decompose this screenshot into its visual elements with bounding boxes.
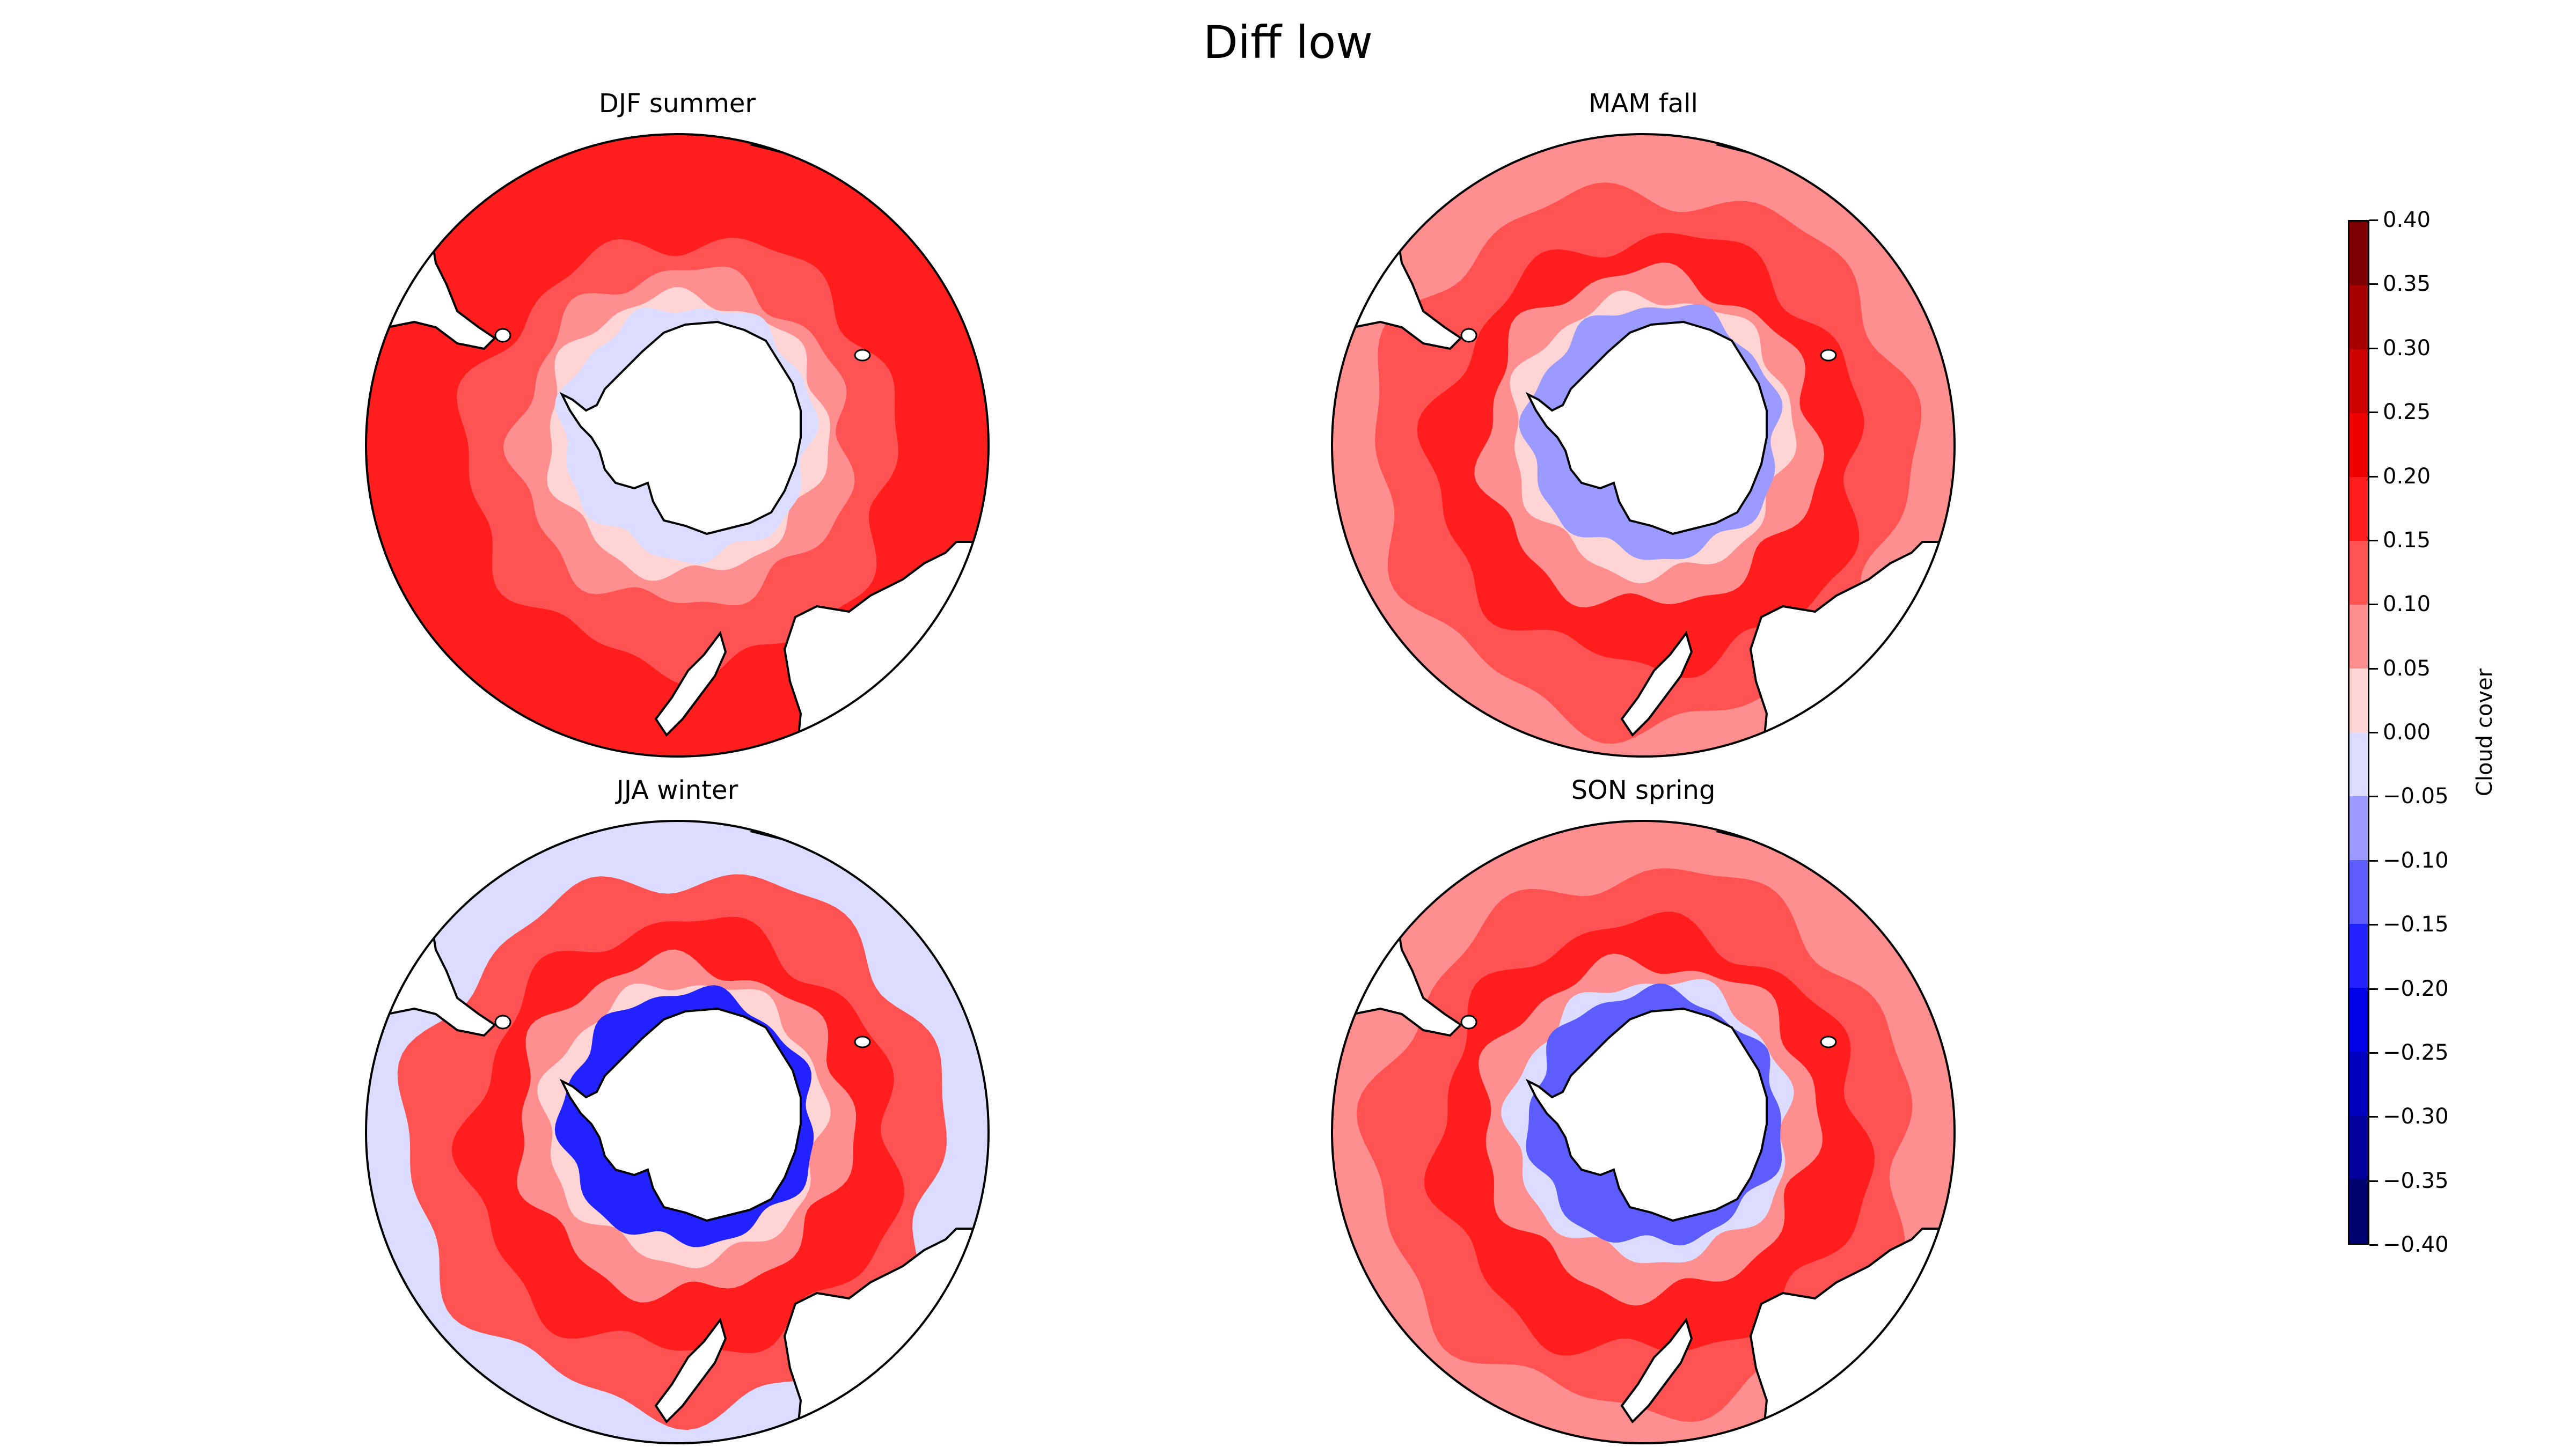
colorbar-tick [2369,412,2378,414]
panel-title-djf: DJF summer [598,89,756,119]
cloud-cover-field [366,821,989,1443]
colorbar-segment [2350,860,2368,924]
colorbar-segment [2350,1179,2368,1244]
colorbar-tick-label: −0.05 [2383,784,2449,809]
colorbar-segment [2350,924,2368,988]
colorbar-tick-label: −0.30 [2383,1104,2449,1129]
map-boundary [1331,133,1956,758]
south-georgia-island [1460,328,1477,343]
south-georgia-island [494,328,511,343]
colorbar-tick-label: 0.30 [2383,335,2431,361]
colorbar-tick-label: −0.20 [2383,976,2449,1001]
colorbar-tick [2369,347,2378,349]
map-djf [365,133,990,758]
map-boundary [365,820,990,1444]
colorbar-segment [2350,413,2368,478]
cloud-cover-field [366,134,989,757]
map-mam [1331,133,1956,758]
colorbar-tick [2369,1052,2378,1054]
new-zealand-coastline [1620,1317,1693,1424]
colorbar-segment [2350,285,2368,350]
colorbar-tick-label: −0.10 [2383,848,2449,873]
new-zealand-coastline [1620,630,1693,737]
colorbar-tick [2369,667,2378,670]
colorbar-tick-label: 0.15 [2383,527,2431,553]
colorbar-tick-label: −0.25 [2383,1040,2449,1065]
colorbar-segment [2350,222,2368,286]
colorbar-tick [2369,732,2378,733]
colorbar-tick [2369,796,2378,798]
map-jja [365,820,990,1444]
colorbar-tick [2369,475,2378,478]
colorbar-tick [2369,1180,2378,1182]
colorbar-label: Cloud cover [2472,668,2497,797]
antarctica-coastline [1525,320,1768,535]
colorbar-tick [2369,539,2378,541]
figure-title: Diff low [1203,16,1373,69]
colorbar-segment [2350,605,2368,669]
colorbar-tick [2369,988,2378,990]
panel-title-son: SON spring [1571,775,1716,805]
colorbar-segment [2350,1115,2368,1180]
panel-title-mam: MAM fall [1589,89,1698,119]
colorbar-segment [2350,732,2368,797]
cloud-cover-field [1332,134,1955,757]
antarctica-coastline [559,1007,802,1222]
colorbar-tick-label: 0.40 [2383,208,2431,232]
colorbar-tick [2369,604,2378,606]
colorbar-segment [2350,541,2368,605]
antarctica-coastline [559,320,802,535]
colorbar-segment [2350,349,2368,414]
colorbar-tick [2369,283,2378,285]
cloud-cover-field [1332,821,1955,1443]
south-georgia-island [1460,1015,1477,1030]
colorbar-tick-label: 0.05 [2383,656,2431,681]
new-zealand-coastline [654,1317,727,1424]
map-son [1331,820,1956,1444]
colorbar-tick [2369,1116,2378,1118]
colorbar-tick-label: −0.15 [2383,912,2449,937]
colorbar-tick [2369,1244,2378,1246]
map-boundary [1331,820,1956,1444]
colorbar-segment [2350,1052,2368,1116]
colorbar-tick-label: 0.20 [2383,464,2431,489]
colorbar-tick-label: 0.35 [2383,271,2431,297]
kerguelen-island [1820,349,1837,362]
colorbar-tick-label: 0.10 [2383,592,2431,617]
south-georgia-island [494,1015,511,1030]
new-zealand-coastline [654,630,727,737]
kerguelen-island [1820,1036,1837,1048]
kerguelen-island [854,349,871,362]
colorbar-segment [2350,988,2368,1052]
colorbar-segment [2350,669,2368,733]
colorbar-tick-label: −0.40 [2383,1232,2449,1257]
colorbar-tick-label: 0.00 [2383,720,2431,745]
map-boundary [365,133,990,758]
colorbar [2348,220,2369,1245]
kerguelen-island [854,1036,871,1048]
colorbar-tick [2369,860,2378,862]
colorbar-segment [2350,796,2368,861]
panel-title-jja: JJA winter [616,775,738,805]
colorbar-tick [2369,924,2378,926]
colorbar-segment [2350,477,2368,541]
colorbar-tick-label: −0.35 [2383,1168,2449,1193]
antarctica-coastline [1525,1007,1768,1222]
colorbar-tick [2369,219,2378,221]
colorbar-tick-label: 0.25 [2383,400,2431,425]
